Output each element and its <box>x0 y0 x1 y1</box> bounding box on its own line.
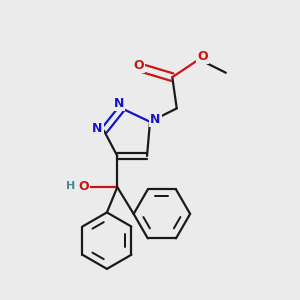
Text: O: O <box>197 50 208 63</box>
Text: N: N <box>114 97 124 110</box>
Text: O: O <box>134 59 144 72</box>
Text: N: N <box>150 113 161 126</box>
Text: N: N <box>92 122 103 135</box>
Text: O: O <box>78 180 89 193</box>
Text: H: H <box>66 181 75 191</box>
